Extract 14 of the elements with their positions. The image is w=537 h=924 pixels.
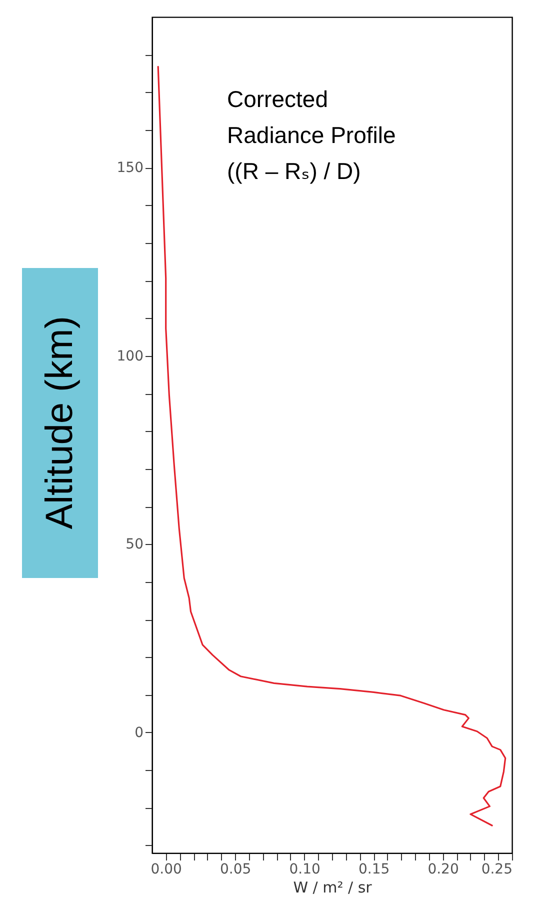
x-tick-label: 0.10	[289, 862, 320, 878]
y-tick-label: 0	[134, 724, 144, 741]
x-axis-title: W / m² / sr	[293, 878, 373, 896]
x-tick-label: 0.00	[150, 862, 182, 878]
line-series	[157, 66, 506, 826]
y-tick-label: 100	[116, 348, 144, 364]
x-tick-label: 0.25	[481, 862, 512, 878]
y-tick-label: 150	[116, 160, 144, 176]
y-axis-title: Altitude (km)	[38, 316, 82, 530]
y-tick-label: 50	[126, 536, 144, 553]
x-tick-label: 0.15	[358, 862, 390, 878]
annotation: Corrected Radiance Profile ((R – Rₛ) / D)	[227, 86, 396, 184]
x-tick-label: 0.20	[428, 862, 459, 878]
x-tick-label: 0.05	[220, 862, 252, 878]
